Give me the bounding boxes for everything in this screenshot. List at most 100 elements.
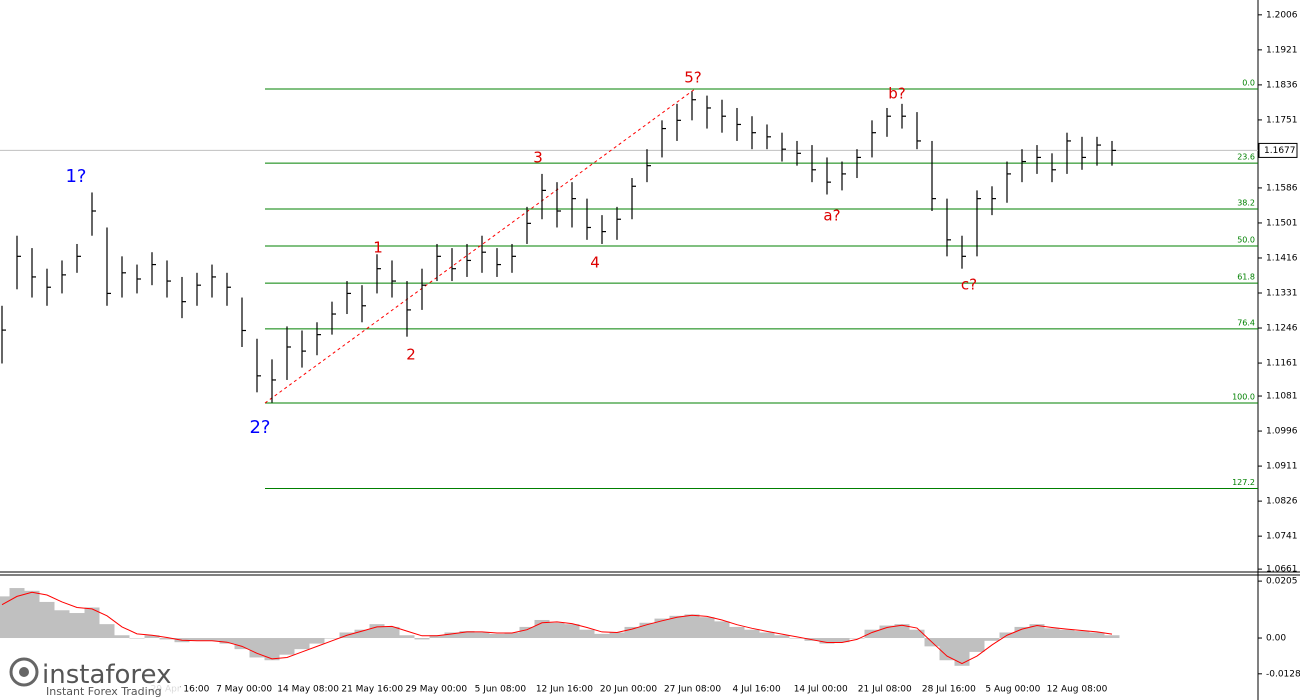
macd-bar	[729, 626, 745, 639]
fib-label: 23.6	[1237, 153, 1255, 162]
macd-bar	[0, 596, 10, 639]
macd-bar	[414, 638, 430, 640]
macd-bar	[114, 635, 130, 639]
macd-bar	[54, 610, 70, 639]
x-tick-label: 21 May 16:00	[341, 685, 403, 695]
macd-bar	[384, 626, 400, 639]
wave-label: 2?	[249, 417, 270, 438]
macd-bar	[969, 638, 985, 652]
macd-bar	[819, 638, 835, 644]
y-tick-label: 1.1246	[1266, 324, 1298, 334]
y-tick-label: 0.00	[1266, 634, 1286, 644]
y-tick-label: 0.0205	[1266, 577, 1298, 587]
x-tick-label: 14 Jul 00:00	[794, 685, 848, 695]
x-tick-label: 21 Jul 08:00	[858, 685, 912, 695]
macd-bar	[864, 629, 880, 639]
tagline: Instant Forex Trading	[46, 685, 162, 698]
y-tick-label: 1.1751	[1266, 115, 1298, 125]
macd-bar	[489, 633, 505, 639]
wave-label: 3	[533, 149, 543, 167]
macd-bar	[579, 629, 595, 639]
wave-label: c?	[961, 276, 977, 294]
fib-label: 61.8	[1237, 273, 1255, 282]
macd-bar	[699, 617, 715, 639]
x-tick-label: 29 May 00:00	[405, 685, 467, 695]
y-tick-label: 1.0826	[1266, 497, 1298, 507]
macd-bar	[909, 629, 925, 639]
macd-bar	[144, 635, 160, 639]
y-tick-label: 1.0911	[1266, 462, 1298, 472]
macd-bar	[1029, 624, 1045, 639]
macd-bar	[354, 629, 370, 639]
macd-bar	[654, 618, 670, 639]
x-tick-label: 4 Jul 16:00	[733, 685, 782, 695]
macd-bar	[984, 638, 1000, 641]
fib-label: 127.2	[1232, 478, 1255, 487]
y-tick-label: 1.0996	[1266, 427, 1298, 437]
y-tick-label: 1.1081	[1266, 392, 1298, 402]
macd-bar	[1089, 632, 1105, 639]
logo-backdrop	[0, 656, 180, 700]
macd-bar	[399, 635, 415, 639]
fib-label: 0.0	[1242, 79, 1255, 88]
macd-bar	[1059, 629, 1075, 639]
macd-bar	[69, 613, 85, 639]
x-tick-label: 20 Jun 00:00	[600, 685, 657, 695]
macd-bar	[669, 615, 685, 639]
macd-bar	[894, 624, 910, 639]
x-tick-label: 14 May 08:00	[277, 685, 339, 695]
y-tick-label: 1.1416	[1266, 253, 1298, 263]
y-tick-label: 1.2006	[1266, 10, 1298, 20]
macd-bar	[759, 632, 775, 639]
wave-label: 4	[590, 254, 600, 272]
macd-bar	[1104, 635, 1120, 639]
y-tick-label: 1.1586	[1266, 183, 1298, 193]
signal-line	[1, 591, 1113, 665]
macd-bar	[294, 638, 310, 650]
x-tick-label: 12 Jun 16:00	[536, 685, 593, 695]
macd-bar	[219, 638, 235, 644]
y-tick-label: 1.1836	[1266, 80, 1298, 90]
macd-bar	[519, 626, 535, 639]
y-tick-label: 1.1921	[1266, 45, 1298, 55]
macd-bar	[39, 601, 55, 639]
logo-icon	[19, 667, 29, 677]
macd-bar	[849, 638, 865, 639]
macd-bar	[309, 638, 325, 644]
macd-bar	[204, 638, 220, 641]
macd-bar	[1014, 626, 1030, 639]
macd-bar	[159, 638, 175, 640]
macd-bar	[264, 638, 280, 661]
macd-bar	[84, 607, 100, 639]
wave-label: b?	[888, 85, 905, 103]
x-tick-label: 29 Apr 16:00	[151, 685, 210, 695]
macd-bar	[504, 632, 520, 639]
macd-bar	[9, 588, 25, 639]
macd-bar	[459, 631, 475, 639]
fib-label: 38.2	[1237, 198, 1255, 207]
macd-bar	[99, 624, 115, 639]
macd-bar	[24, 590, 40, 639]
macd-bar	[234, 638, 250, 650]
x-tick-label: 5 Jun 08:00	[475, 685, 527, 695]
macd-bar	[1044, 628, 1060, 639]
fib-label: 76.4	[1237, 318, 1255, 327]
logo-icon	[9, 657, 39, 687]
x-tick-label: 28 Jul 16:00	[922, 685, 976, 695]
y-tick-label: -0.01289	[1266, 669, 1300, 679]
macd-bar	[609, 632, 625, 639]
macd-bar	[834, 638, 850, 643]
macd-bar	[564, 624, 580, 639]
fib-label: 100.0	[1232, 393, 1255, 402]
macd-bar	[624, 626, 640, 639]
x-tick-label: 12 Aug 08:00	[1047, 685, 1108, 695]
macd-bar	[129, 638, 145, 639]
y-tick-label: 1.1161	[1266, 359, 1298, 369]
macd-bar	[594, 633, 610, 639]
wave-label: a?	[823, 207, 840, 225]
wave-line	[264, 88, 696, 404]
macd-bar	[774, 635, 790, 639]
y-tick-label: 1.1501	[1266, 218, 1298, 228]
